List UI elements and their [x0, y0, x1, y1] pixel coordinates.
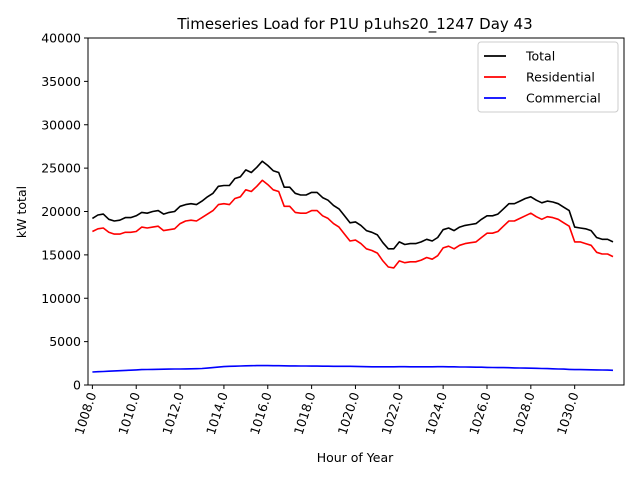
y-tick-label: 20000	[41, 204, 81, 219]
legend: Total Residential Commercial	[477, 41, 619, 113]
x-axis-title: Hour of Year	[317, 450, 394, 465]
legend-box	[477, 41, 619, 113]
y-tick-label: 0	[73, 378, 81, 393]
legend-label-total: Total	[525, 49, 555, 64]
chart-title: Timeseries Load for P1U p1uhs20_1247 Day…	[176, 15, 532, 34]
y-tick-label: 5000	[49, 334, 81, 349]
y-tick-label: 10000	[41, 291, 81, 306]
series-line-commercial	[92, 364, 614, 373]
series-line-total	[91, 160, 614, 250]
series-line-residential	[92, 179, 614, 269]
legend-label-commercial: Commercial	[526, 91, 601, 106]
y-tick-label: 40000	[41, 31, 81, 46]
y-axis-title: kW total	[14, 186, 29, 238]
legend-label-residential: Residential	[526, 70, 595, 85]
y-tick-label: 30000	[41, 117, 81, 132]
y-tick-label: 15000	[41, 247, 81, 262]
y-tick-label: 25000	[41, 161, 81, 176]
y-tick-label: 35000	[41, 74, 81, 89]
